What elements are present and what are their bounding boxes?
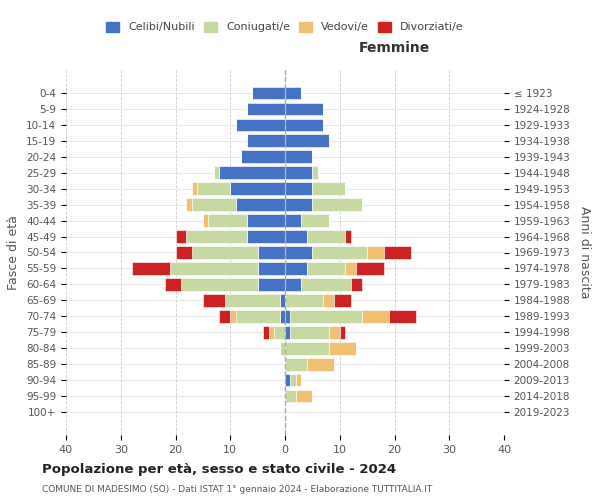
Bar (345, 262, 356, 274)
Bar (301, 278, 351, 290)
Bar (285, 118, 323, 131)
Bar (247, 102, 285, 115)
Text: COMUNE DI MADESIMO (SO) - Dati ISTAT 1° gennaio 2024 - Elaborazione TUTTITALIA.I: COMUNE DI MADESIMO (SO) - Dati ISTAT 1° … (42, 485, 432, 494)
Bar (383, 246, 411, 258)
Bar (236, 198, 285, 211)
Bar (290, 326, 329, 338)
Bar (285, 230, 307, 243)
Bar (285, 342, 329, 354)
Bar (285, 246, 313, 258)
Bar (220, 310, 230, 322)
Bar (345, 230, 351, 243)
Bar (181, 278, 257, 290)
Bar (192, 182, 197, 195)
Bar (285, 374, 290, 386)
Bar (280, 342, 285, 354)
Bar (176, 246, 192, 258)
Bar (257, 278, 285, 290)
Text: Femmine: Femmine (359, 42, 430, 56)
Bar (247, 230, 285, 243)
Bar (356, 262, 383, 274)
Bar (313, 182, 345, 195)
Bar (340, 326, 345, 338)
Bar (170, 262, 257, 274)
Bar (203, 294, 225, 306)
Bar (247, 134, 285, 147)
Bar (285, 166, 313, 179)
Bar (280, 310, 285, 322)
Bar (285, 390, 296, 402)
Bar (285, 326, 290, 338)
Bar (230, 182, 285, 195)
Bar (280, 294, 285, 306)
Bar (132, 262, 170, 274)
Y-axis label: Fasce di età: Fasce di età (7, 215, 20, 290)
Bar (307, 230, 345, 243)
Bar (285, 310, 290, 322)
Bar (203, 214, 208, 227)
Bar (285, 102, 323, 115)
Bar (257, 262, 285, 274)
Bar (214, 166, 220, 179)
Bar (257, 246, 285, 258)
Bar (362, 310, 389, 322)
Bar (208, 214, 247, 227)
Bar (187, 198, 192, 211)
Bar (236, 118, 285, 131)
Bar (296, 390, 313, 402)
Bar (334, 294, 350, 306)
Bar (285, 278, 301, 290)
Bar (225, 294, 280, 306)
Bar (350, 278, 362, 290)
Bar (236, 310, 280, 322)
Bar (296, 374, 301, 386)
Bar (274, 326, 285, 338)
Bar (307, 358, 334, 370)
Bar (285, 198, 313, 211)
Bar (313, 198, 362, 211)
Y-axis label: Anni di nascita: Anni di nascita (578, 206, 592, 298)
Bar (269, 326, 274, 338)
Bar (285, 182, 313, 195)
Bar (323, 294, 334, 306)
Legend: Celibi/Nubili, Coniugati/e, Vedovi/e, Divorziati/e: Celibi/Nubili, Coniugati/e, Vedovi/e, Di… (102, 17, 468, 37)
Bar (290, 374, 296, 386)
Bar (164, 278, 181, 290)
Bar (313, 246, 367, 258)
Bar (301, 214, 329, 227)
Bar (247, 214, 285, 227)
Bar (285, 86, 301, 99)
Bar (285, 150, 313, 163)
Bar (192, 246, 257, 258)
Bar (263, 326, 269, 338)
Bar (252, 86, 285, 99)
Bar (329, 326, 340, 338)
Bar (313, 166, 318, 179)
Bar (192, 198, 236, 211)
Bar (187, 230, 247, 243)
Bar (285, 358, 307, 370)
Bar (367, 246, 383, 258)
Bar (307, 262, 345, 274)
Bar (389, 310, 416, 322)
Bar (220, 166, 285, 179)
Bar (285, 262, 307, 274)
Bar (329, 342, 356, 354)
Bar (230, 310, 236, 322)
Bar (290, 310, 362, 322)
Bar (241, 150, 285, 163)
Bar (176, 230, 187, 243)
Bar (285, 214, 301, 227)
Bar (197, 182, 230, 195)
Text: Popolazione per età, sesso e stato civile - 2024: Popolazione per età, sesso e stato civil… (42, 462, 396, 475)
Bar (285, 134, 329, 147)
Bar (285, 294, 323, 306)
